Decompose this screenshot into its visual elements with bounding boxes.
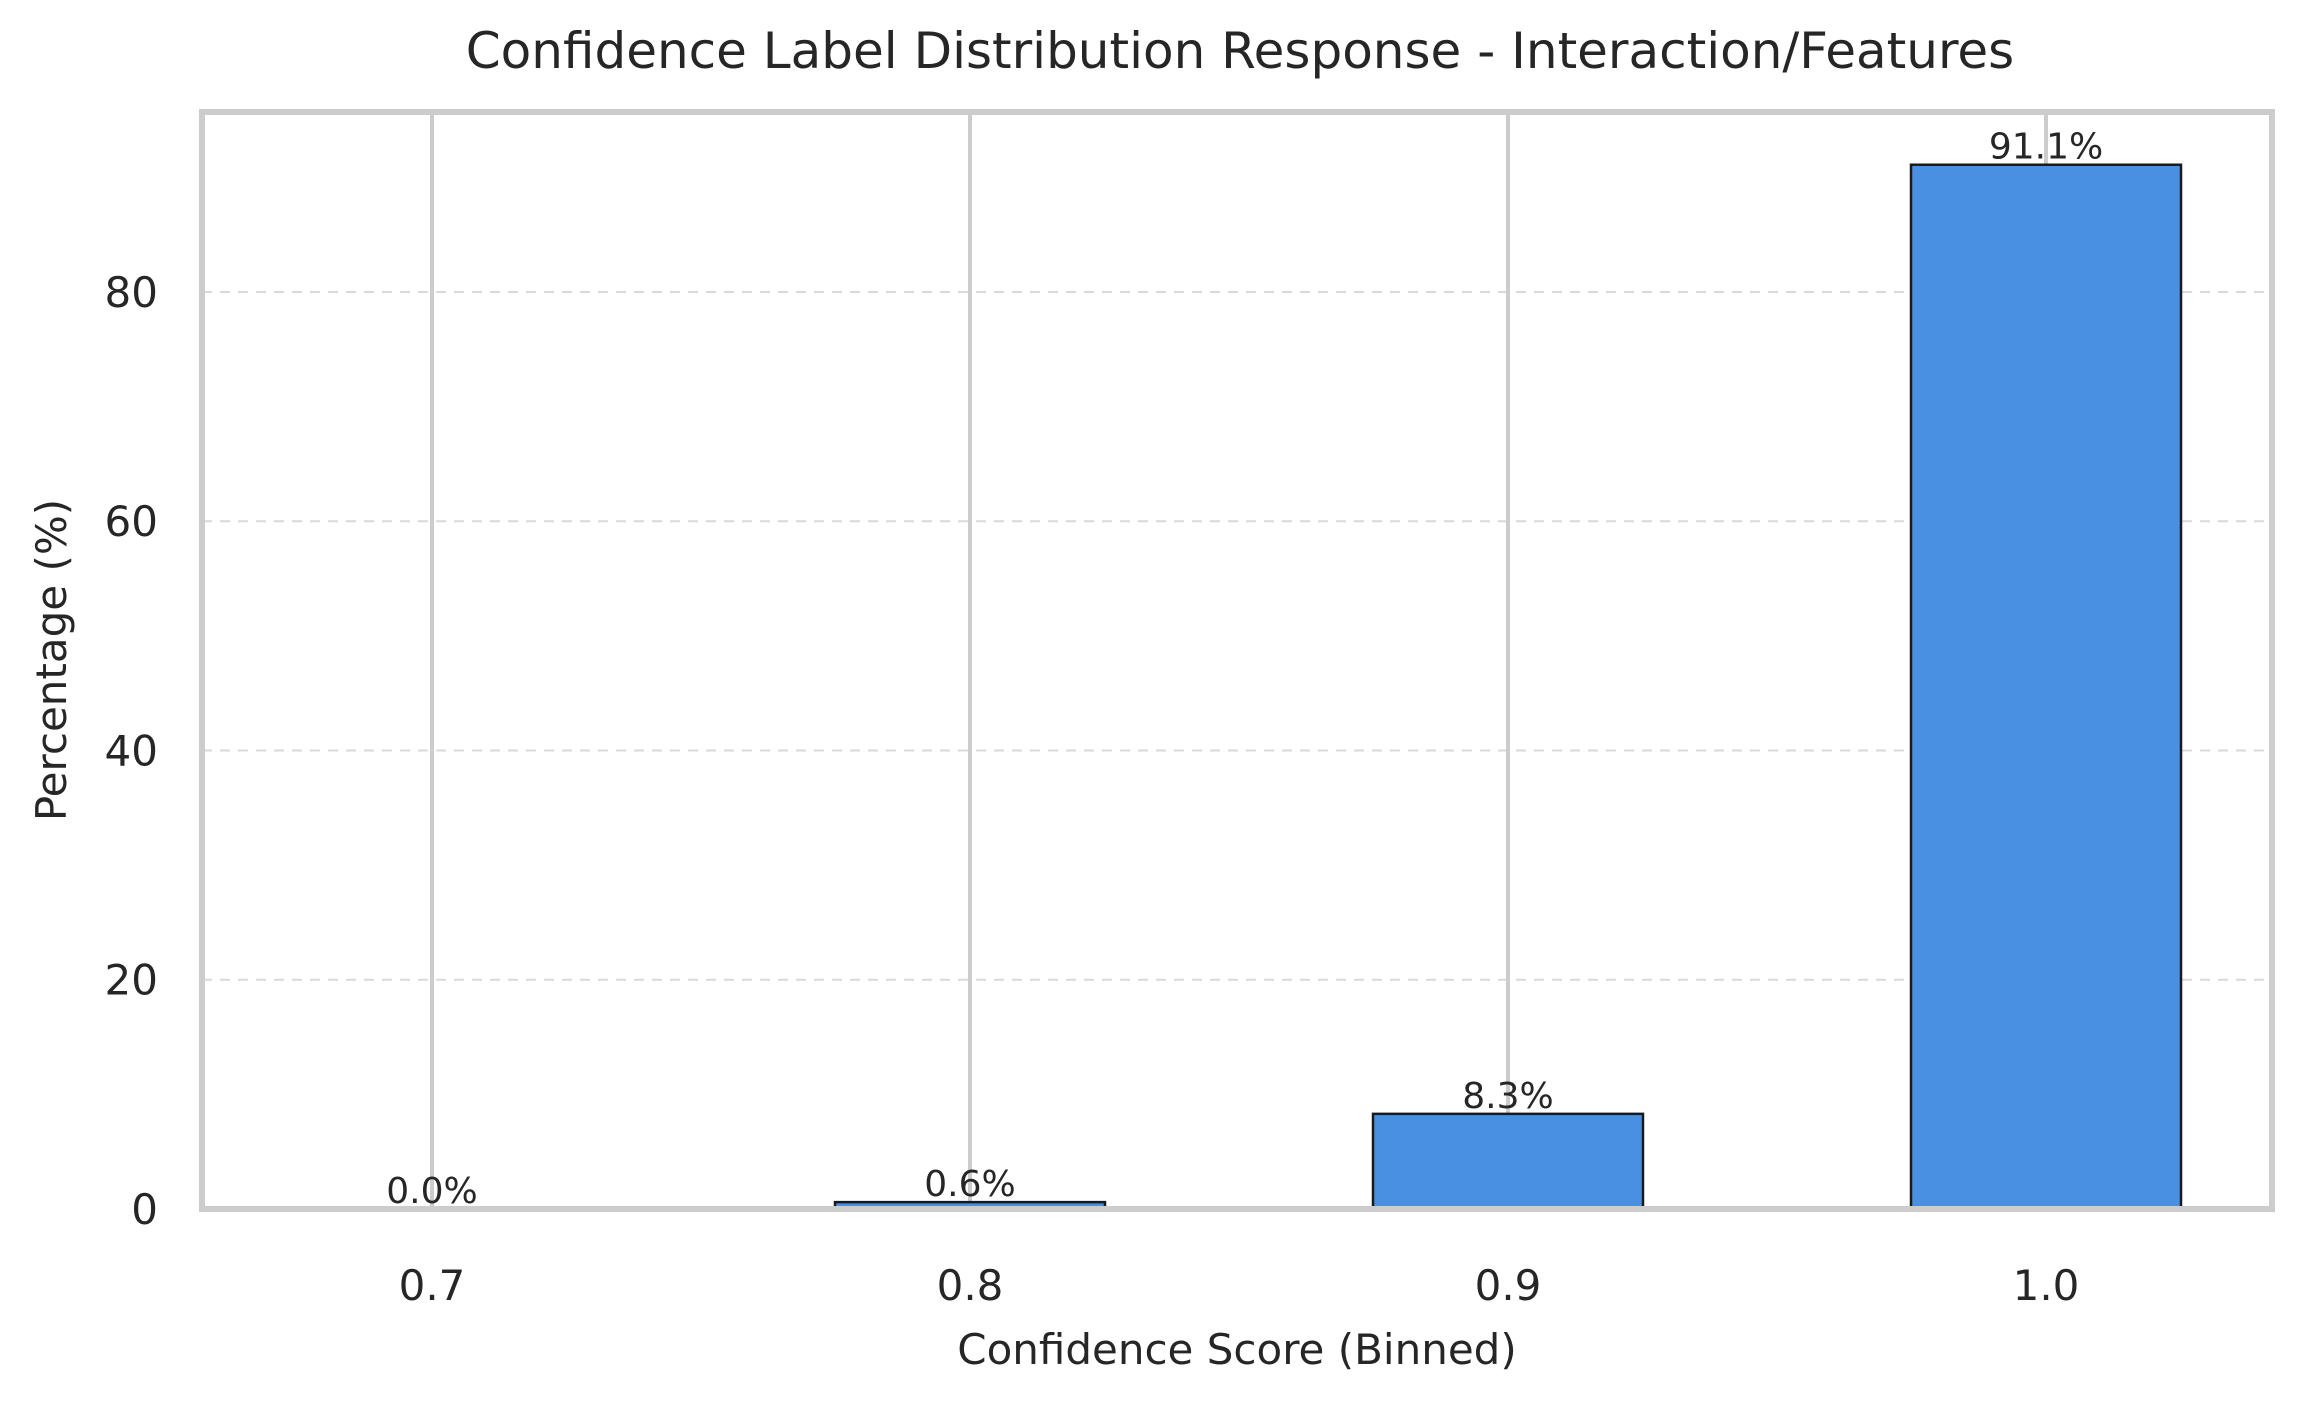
y-tick-label: 80 <box>105 268 158 317</box>
y-tick-label: 60 <box>105 497 158 546</box>
data-label: 0.0% <box>386 1171 477 1212</box>
x-tick-label: 0.7 <box>399 1261 466 1310</box>
x-tick-label: 0.8 <box>937 1261 1004 1310</box>
y-axis-label: Percentage (%) <box>27 499 76 821</box>
x-axis-label: Confidence Score (Binned) <box>957 1325 1516 1374</box>
data-label: 0.6% <box>924 1164 1015 1205</box>
data-labels: 0.0% 0.6% 8.3% 91.1% <box>386 127 2103 1212</box>
y-tick-labels: 0 20 40 60 80 <box>105 268 158 1234</box>
x-tick-label: 1.0 <box>2013 1261 2080 1310</box>
y-tick-label: 20 <box>105 956 158 1005</box>
bar <box>1371 1112 1645 1211</box>
chart-title: Confidence Label Distribution Response -… <box>466 22 2014 80</box>
x-tick-labels: 0.7 0.8 0.9 1.0 <box>399 1261 2080 1310</box>
axes-frame <box>199 109 2275 1212</box>
y-tick-label: 0 <box>131 1185 158 1234</box>
x-tick-label: 0.9 <box>1475 1261 1542 1310</box>
bar <box>1909 163 2183 1211</box>
data-label: 8.3% <box>1462 1076 1553 1117</box>
y-tick-label: 40 <box>105 726 158 775</box>
data-label: 91.1% <box>1989 127 2103 168</box>
